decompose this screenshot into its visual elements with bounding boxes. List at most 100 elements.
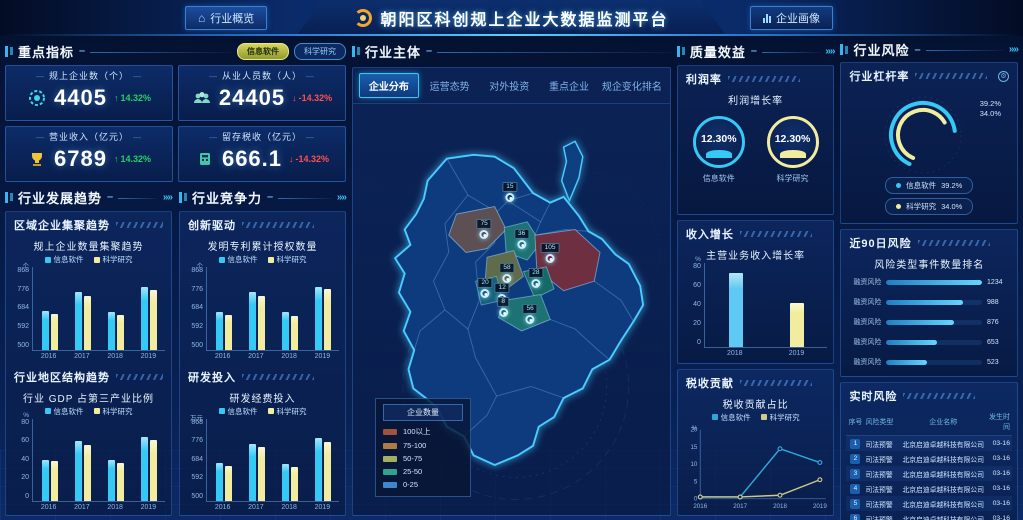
chart-gdp-share: 行业 GDP 占第三产业比例 信息软件 科学研究% 80 60 40 20 0 2016 2017…: [6, 388, 171, 516]
map-legend-item: 25-50: [383, 467, 463, 476]
risk-column: 行业风险 – »» 行业杠杆率 ⚙ 3: [840, 40, 1019, 520]
map-marker[interactable]: 56: [522, 304, 538, 325]
kpi-toggle-group: 信息软件 科学研究: [237, 42, 346, 60]
toggle-info-software[interactable]: 信息软件: [237, 42, 289, 60]
industry-body-title: 行业主体: [365, 44, 422, 60]
map-legend-title: 企业数量: [383, 404, 463, 421]
gauge-label: 科学研究: [776, 174, 809, 183]
chevron-more-icon[interactable]: »»: [336, 191, 347, 203]
map-legend-item: 75-100: [383, 441, 463, 450]
quality-title: 质量效益: [689, 44, 746, 60]
hatch-decoration: [915, 73, 988, 79]
tab-3[interactable]: 对外投资: [489, 82, 530, 93]
section-marker-icon: [840, 44, 849, 55]
svg-text:0: 0: [694, 495, 698, 502]
chevron-more-icon[interactable]: »»: [1008, 44, 1019, 55]
tab-2[interactable]: 运营态势: [429, 82, 470, 93]
subpanel-title: 利润率: [685, 74, 722, 86]
table-row[interactable]: 1 司法预警 北京启迪卓越科技有限公司 03-16: [846, 436, 1012, 451]
subpanel-header: 税收贡献: [678, 370, 834, 394]
table-row[interactable]: 2 司法预警 北京启迪卓越科技有限公司 03-16: [846, 451, 1012, 466]
chevron-more-icon[interactable]: »»: [162, 191, 173, 203]
map-marker[interactable]: 20: [477, 278, 493, 299]
table-row[interactable]: 5 司法预警 北京启迪卓越科技有限公司 03-16: [846, 496, 1012, 511]
table-header: 序号 风险类型 企业名称 发生时间: [846, 409, 1012, 436]
risk-rank-row: 融资风险 653: [853, 338, 999, 347]
risk-rank-row: 融资风险 523: [853, 358, 999, 367]
kpi-delta: 14.32%: [114, 154, 151, 164]
kpi-delta: -14.32%: [292, 93, 333, 103]
toggle-science-research[interactable]: 科学研究: [294, 42, 346, 60]
table-row[interactable]: 4 司法预警 北京启迪卓越科技有限公司 03-16: [846, 481, 1012, 496]
bar-chart-icon: [763, 13, 771, 23]
risk-header: 行业风险 – »»: [840, 40, 1019, 59]
chevron-more-icon[interactable]: »»: [825, 45, 835, 57]
kpi-delta: -14.32%: [289, 154, 330, 164]
map-marker[interactable]: 58: [499, 262, 515, 283]
kpi-label: 规上企业数（个）: [6, 69, 172, 82]
section-marker-icon: [179, 191, 187, 203]
chart-enterprise-agglomeration: 规上企业数量集聚趋势 信息软件 科学研究个 868 776 684 592 500 2016 20…: [6, 236, 171, 364]
subpanel-title: 实时风险: [849, 391, 898, 403]
subpanel-header: 收入增长: [678, 221, 834, 245]
subpanel-title: 行业地区结构趋势: [14, 371, 110, 384]
gear-icon[interactable]: ⚙: [998, 70, 1009, 82]
pin-icon: [502, 273, 512, 283]
nav-enterprise-portrait[interactable]: 企业画像: [750, 6, 833, 30]
risk-rank-row: 融资风险 1234: [853, 278, 1003, 287]
enterprise-icon: [29, 90, 45, 106]
svg-text:%: %: [692, 425, 698, 432]
hatch-decoration: [739, 231, 812, 238]
subpanel-header: 实时风险: [841, 383, 1017, 407]
map-legend: 企业数量 100以上 75-100 50-75 25-50 0-25: [375, 398, 471, 497]
map-marker[interactable]: 75: [476, 219, 492, 240]
tab-4[interactable]: 重点企业: [549, 82, 590, 93]
top-bar: ⌂ 行业概览 朝阳区科创规上企业大数据监测平台 企业画像: [0, 0, 1023, 36]
pin-icon: [479, 230, 489, 240]
kpi-grid: 规上企业数（个） 4405 14.32% 从业人员数（人） 24405 -14.…: [5, 65, 346, 182]
map-legend-rows: 100以上 75-100 50-75 25-50 0-25: [383, 426, 463, 489]
table-row[interactable]: 3 司法预警 北京启迪卓越科技有限公司 03-16: [846, 466, 1012, 481]
svg-text:20: 20: [690, 427, 697, 434]
chart-rd-investment: 研发经费投入 信息软件 科学研究 万元 868 776 684 592 500 2016 2017 2…: [180, 388, 345, 516]
kpi-card-enterprises: 规上企业数（个） 4405 14.32%: [5, 65, 173, 121]
subpanel-title: 行业杠杆率: [849, 71, 910, 83]
gauge-value: 12.30%: [700, 133, 737, 145]
leverage-legend-info: 信息软件 39.2%: [885, 177, 974, 194]
map-marker[interactable]: 105: [540, 243, 560, 264]
risk-rank-row: 融资风险 876: [853, 318, 999, 327]
svg-text:10: 10: [690, 461, 697, 468]
svg-text:5: 5: [694, 478, 698, 485]
leverage-panel: 行业杠杆率 ⚙ 39.2% 34.0%: [840, 62, 1018, 224]
divider-line: [925, 50, 1004, 51]
income-growth-panel: 收入增长 主营业务收入增长率% 80 60 40 20 0 2018 2019: [676, 220, 835, 364]
tax-icon: [199, 153, 210, 165]
industry-body-header: 行业主体 –: [352, 40, 671, 62]
kpi-value: 24405: [218, 85, 286, 110]
ring-gauge: 12.30%: [692, 116, 745, 168]
tab-1[interactable]: 企业分布: [359, 73, 419, 98]
map-marker[interactable]: 36: [513, 228, 530, 249]
svg-text:15: 15: [690, 444, 697, 451]
map-marker[interactable]: 8: [497, 296, 510, 317]
subpanel-header: 创新驱动: [180, 212, 345, 236]
kpi-label: 从业人员数（人）: [179, 69, 345, 82]
main-content: 重点指标 – 信息软件 科学研究 规上企业数（个） 4405 14.32%: [5, 40, 1019, 520]
map-marker[interactable]: 15: [502, 181, 518, 202]
table-row[interactable]: 6 司法预警 北京启迪卓越科技有限公司 03-16: [846, 511, 1012, 520]
subpanel-title: 区域企业集聚趋势: [14, 220, 110, 232]
kpi-value: 666.1: [221, 146, 283, 171]
left-column: 重点指标 – 信息软件 科学研究 规上企业数（个） 4405 14.32%: [5, 40, 347, 516]
map-marker[interactable]: 28: [528, 268, 544, 289]
people-icon: [193, 92, 210, 103]
subpanel-header: 近90日风险: [841, 230, 1017, 254]
hatch-decoration: [242, 373, 314, 380]
kpi-card-employees: 从业人员数（人） 24405 -14.32%: [178, 65, 346, 121]
tab-5[interactable]: 规企变化排名: [601, 82, 662, 93]
svg-text:2016: 2016: [693, 503, 707, 510]
kpi-label: 营业收入（亿元）: [6, 130, 172, 143]
risk-90day-panel: 近90日风险 风险类型事件数量排名 融资风险 1234 融资风险 988 融资风险 876 融…: [840, 229, 1018, 377]
profit-panel: 利润率 利润增长率 12.30% 信息软件 12.30%: [676, 65, 835, 216]
nav-industry-overview[interactable]: ⌂ 行业概览: [185, 6, 268, 30]
